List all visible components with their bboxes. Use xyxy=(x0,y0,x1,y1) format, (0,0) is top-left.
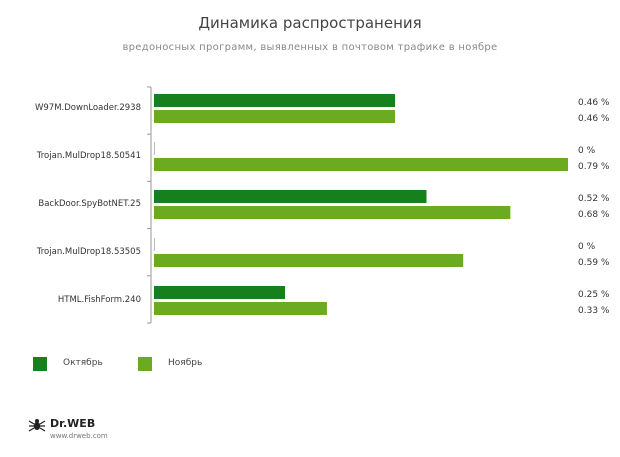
bar-october xyxy=(154,94,396,107)
data-label: 0.46 % xyxy=(578,98,610,108)
category-label: HTML.FishForm.240 xyxy=(58,295,141,305)
drweb-url: www.drweb.com xyxy=(50,432,108,440)
bar-november xyxy=(154,254,464,267)
chart-subtitle: вредоносных программ, выявленных в почто… xyxy=(122,42,498,53)
bar-october xyxy=(154,238,155,251)
data-label: 0.33 % xyxy=(578,306,610,316)
bar-october xyxy=(154,142,155,155)
category-label: Trojan.MulDrop18.53505 xyxy=(36,247,141,257)
data-label: 0.79 % xyxy=(578,162,610,172)
data-label: 0.25 % xyxy=(578,290,610,300)
bar-november xyxy=(154,206,511,219)
data-label: 0.46 % xyxy=(578,114,610,124)
category-label: BackDoor.SpyBotNET.25 xyxy=(38,199,141,209)
category-label: W97M.DownLoader.2938 xyxy=(35,103,141,113)
chart-title: Динамика распространения xyxy=(198,14,422,32)
drweb-brand: Dr.WEB xyxy=(50,417,96,430)
legend-swatch-november xyxy=(138,357,152,371)
data-label: 0.68 % xyxy=(578,210,610,220)
data-label: 0 % xyxy=(578,242,596,252)
bar-october xyxy=(154,190,427,203)
bar-november xyxy=(154,302,327,315)
bar-november xyxy=(154,158,568,171)
legend-swatch-october xyxy=(33,357,47,371)
bar-november xyxy=(154,110,396,123)
drweb-spider-icon xyxy=(28,419,46,432)
data-label: 0.59 % xyxy=(578,258,610,268)
legend-label-november: Ноябрь xyxy=(168,358,203,368)
data-label: 0 % xyxy=(578,146,596,156)
bar-october xyxy=(154,286,286,299)
data-label: 0.52 % xyxy=(578,194,610,204)
legend-label-october: Октябрь xyxy=(63,358,103,368)
category-label: Trojan.MulDrop18.50541 xyxy=(36,151,141,161)
